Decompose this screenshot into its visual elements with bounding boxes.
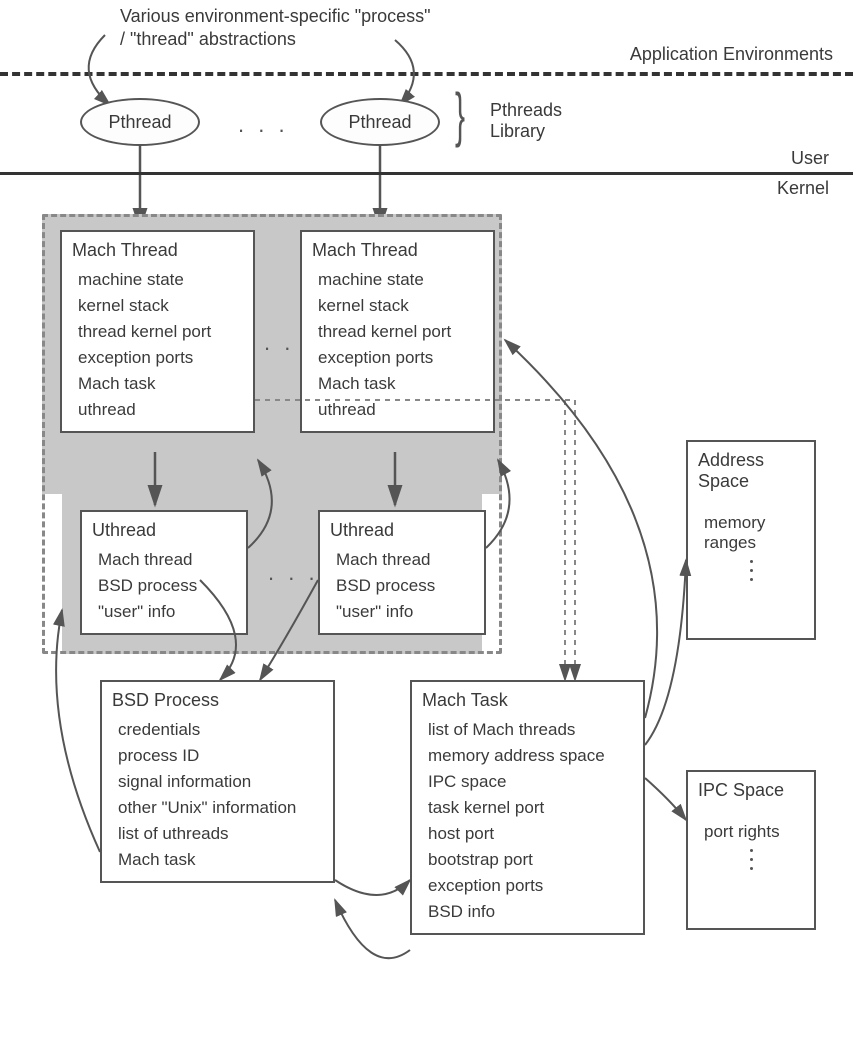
- mach-task-item-4: host port: [422, 821, 633, 847]
- mach-thread-1-item-5: uthread: [72, 397, 243, 423]
- pthread-ellipsis: . . .: [238, 112, 289, 138]
- mach-thread-2-item-2: thread kernel port: [312, 319, 483, 345]
- bsd-process-item-0: credentials: [112, 717, 323, 743]
- address-space-title: Address Space: [698, 450, 804, 492]
- label-pthreads-lib: Pthreads Library: [490, 100, 562, 142]
- diagram-canvas: Various environment-specific "process" /…: [0, 0, 853, 1047]
- ipc-space-dots-icon: [698, 849, 804, 870]
- label-user: User: [791, 148, 829, 169]
- mach-task-title: Mach Task: [422, 690, 633, 711]
- address-space-box: Address Space memory ranges: [686, 440, 816, 640]
- mach-thread-1-item-1: kernel stack: [72, 293, 243, 319]
- uthread-1-item-0: Mach thread: [92, 547, 236, 573]
- divider-user-kernel: [0, 172, 853, 175]
- mach-thread-2-item-5: uthread: [312, 397, 483, 423]
- pthread-node-2: Pthread: [320, 98, 440, 146]
- bsd-process-item-3: other "Unix" information: [112, 795, 323, 821]
- uthread-ellipsis: . . .: [268, 560, 319, 586]
- uthread-box-1: Uthread Mach thread BSD process "user" i…: [80, 510, 248, 635]
- label-kernel: Kernel: [777, 178, 829, 199]
- bsd-process-item-4: list of uthreads: [112, 821, 323, 847]
- mach-thread-2-item-1: kernel stack: [312, 293, 483, 319]
- mach-task-item-3: task kernel port: [422, 795, 633, 821]
- mach-thread-1-item-3: exception ports: [72, 345, 243, 371]
- uthread-1-title: Uthread: [92, 520, 236, 541]
- top-caption: Various environment-specific "process" /…: [120, 5, 440, 52]
- mach-task-box: Mach Task list of Mach threads memory ad…: [410, 680, 645, 935]
- uthread-1-item-2: "user" info: [92, 599, 236, 625]
- pthread-node-1-label: Pthread: [108, 112, 171, 133]
- pthread-node-2-label: Pthread: [348, 112, 411, 133]
- mach-thread-2-item-4: Mach task: [312, 371, 483, 397]
- divider-app-env: [0, 72, 853, 76]
- mach-thread-box-2: Mach Thread machine state kernel stack t…: [300, 230, 495, 433]
- mach-task-item-5: bootstrap port: [422, 847, 633, 873]
- mach-thread-2-item-3: exception ports: [312, 345, 483, 371]
- mach-thread-1-item-4: Mach task: [72, 371, 243, 397]
- mach-thread-1-item-0: machine state: [72, 267, 243, 293]
- mach-thread-1-title: Mach Thread: [72, 240, 243, 261]
- label-app-env: Application Environments: [630, 44, 833, 65]
- bsd-process-title: BSD Process: [112, 690, 323, 711]
- mach-task-item-2: IPC space: [422, 769, 633, 795]
- ipc-space-title: IPC Space: [698, 780, 804, 801]
- bsd-process-item-2: signal information: [112, 769, 323, 795]
- mach-task-item-1: memory address space: [422, 743, 633, 769]
- pthread-node-1: Pthread: [80, 98, 200, 146]
- mach-thread-box-1: Mach Thread machine state kernel stack t…: [60, 230, 255, 433]
- uthread-box-2: Uthread Mach thread BSD process "user" i…: [318, 510, 486, 635]
- bsd-process-item-5: Mach task: [112, 847, 323, 873]
- uthread-2-title: Uthread: [330, 520, 474, 541]
- ipc-space-item-0: port rights: [698, 819, 804, 845]
- uthread-2-item-0: Mach thread: [330, 547, 474, 573]
- uthread-2-item-1: BSD process: [330, 573, 474, 599]
- brace-icon: }: [455, 80, 465, 149]
- mach-task-item-6: exception ports: [422, 873, 633, 899]
- address-space-dots-icon: [698, 560, 804, 581]
- mach-task-item-7: BSD info: [422, 899, 633, 925]
- uthread-2-item-2: "user" info: [330, 599, 474, 625]
- bsd-process-item-1: process ID: [112, 743, 323, 769]
- bsd-process-box: BSD Process credentials process ID signa…: [100, 680, 335, 883]
- mach-task-item-0: list of Mach threads: [422, 717, 633, 743]
- top-caption-line1: Various environment-specific "process" /…: [120, 6, 431, 49]
- uthread-1-item-1: BSD process: [92, 573, 236, 599]
- mach-thread-2-title: Mach Thread: [312, 240, 483, 261]
- mach-thread-1-item-2: thread kernel port: [72, 319, 243, 345]
- address-space-item-0: memory ranges: [698, 510, 804, 556]
- mach-thread-2-item-0: machine state: [312, 267, 483, 293]
- ipc-space-box: IPC Space port rights: [686, 770, 816, 930]
